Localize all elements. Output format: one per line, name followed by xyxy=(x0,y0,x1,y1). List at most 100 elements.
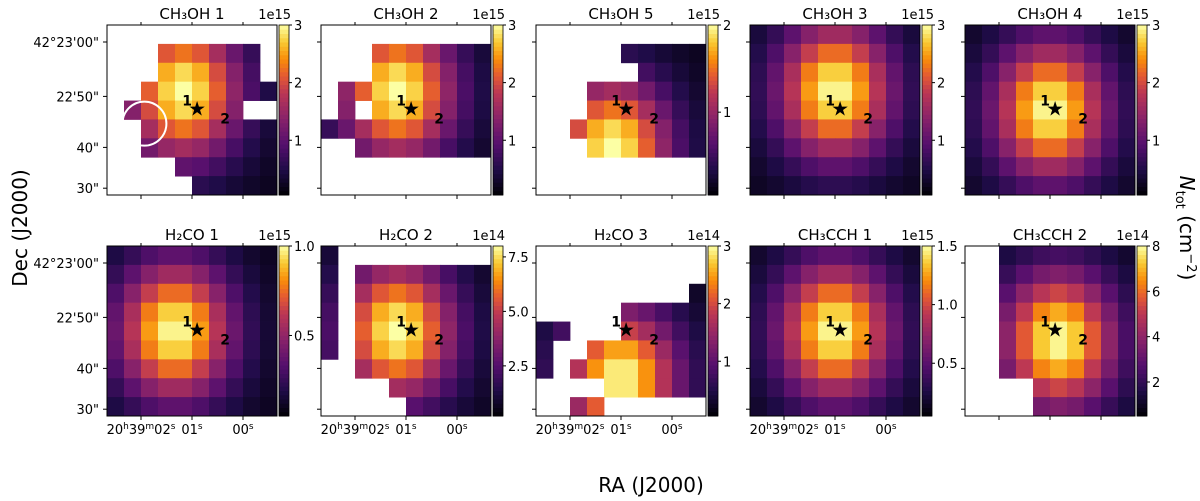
map-pixel xyxy=(903,176,921,196)
map-pixel xyxy=(243,157,261,177)
colorbar-segment xyxy=(922,76,932,81)
colorbar-segment xyxy=(922,292,932,298)
map-pixel xyxy=(835,340,853,360)
map-pixel xyxy=(1067,378,1085,398)
map-pixel xyxy=(124,100,142,120)
map-pixel xyxy=(801,43,819,64)
map-pixel xyxy=(903,138,921,158)
map-pixel xyxy=(1067,138,1085,158)
colorbar-segment xyxy=(708,186,718,192)
y-tick-label: 30" xyxy=(76,182,99,197)
map-pixel xyxy=(621,321,639,341)
colorbar-exponent: 1e15 xyxy=(258,229,291,244)
colorbar-segment xyxy=(1137,54,1147,60)
colorbar-segment xyxy=(279,37,289,43)
map-pixel xyxy=(982,62,1000,83)
map-pixel xyxy=(869,157,887,177)
source-label-1: 1 xyxy=(825,93,835,109)
star-icon: ★ xyxy=(188,96,206,120)
colorbar-segment xyxy=(279,267,289,272)
colorbar-segment xyxy=(708,305,718,311)
map-pixel xyxy=(767,264,785,285)
colorbar-segment xyxy=(493,267,503,272)
star-icon: ★ xyxy=(402,96,420,120)
map-pixel xyxy=(965,119,983,139)
map-pixel xyxy=(835,119,853,139)
map-pixel xyxy=(638,302,656,322)
colorbar-segment xyxy=(1137,190,1147,196)
map-pixel xyxy=(321,264,339,285)
map-pixel xyxy=(406,119,424,139)
map-pixel xyxy=(1118,25,1136,45)
map-pixel xyxy=(903,62,921,83)
map-pixel xyxy=(372,340,390,360)
map-pixel xyxy=(536,340,554,360)
colorbar-segment xyxy=(1137,267,1147,272)
colorbar-segment xyxy=(493,356,503,362)
colorbar-segment xyxy=(1137,250,1147,255)
map-pixel xyxy=(869,119,887,139)
map-pixel xyxy=(175,378,193,398)
colorbar-segment xyxy=(493,373,503,379)
colorbar-segment xyxy=(279,292,289,298)
map-pixel xyxy=(209,62,227,83)
map-pixel xyxy=(457,138,475,158)
map-pixel xyxy=(689,302,707,322)
map-pixel xyxy=(321,321,339,341)
colorbar-segment xyxy=(279,152,289,158)
map-pixel xyxy=(192,119,210,139)
colorbar-segment xyxy=(279,161,289,166)
map-pixel xyxy=(750,359,768,379)
map-pixel xyxy=(1084,119,1102,139)
colorbar-segment xyxy=(922,178,932,183)
colorbar-segment xyxy=(1137,360,1147,366)
colorbar-tick-label: 2 xyxy=(1152,77,1160,92)
map-pixel xyxy=(869,264,887,285)
map-pixel xyxy=(903,321,921,341)
map-pixel xyxy=(784,62,802,83)
colorbar-segment xyxy=(279,250,289,255)
map-pixel xyxy=(835,302,853,322)
colorbar-segment xyxy=(493,403,503,408)
map-pixel xyxy=(423,359,441,379)
colorbar-segment xyxy=(279,105,289,111)
map-pixel xyxy=(243,283,261,304)
colorbar-segment xyxy=(493,314,503,319)
map-pixel xyxy=(869,397,887,417)
colorbar-segment xyxy=(708,101,718,107)
map-pixel xyxy=(355,359,373,379)
map-pixel xyxy=(750,378,768,398)
map-pixel xyxy=(175,397,193,417)
colorbar-segment xyxy=(922,190,932,196)
colorbar-segment xyxy=(493,369,503,374)
colorbar-segment xyxy=(708,156,718,162)
map-pixel xyxy=(1067,340,1085,360)
map-pixel xyxy=(226,321,244,341)
map-pixel xyxy=(158,378,176,398)
map-pixel xyxy=(689,138,707,158)
map-pixel xyxy=(886,119,904,139)
map-pixel xyxy=(260,176,278,196)
colorbar-exponent: 1e15 xyxy=(901,229,934,244)
map-pixel xyxy=(1084,81,1102,101)
map-pixel xyxy=(457,321,475,341)
source-label-1: 1 xyxy=(1040,93,1050,109)
map-pixel xyxy=(801,157,819,177)
map-pixel xyxy=(440,138,458,158)
map-pixel xyxy=(226,283,244,304)
map-pixel xyxy=(672,302,690,322)
map-pixel xyxy=(869,378,887,398)
map-pixel xyxy=(158,321,176,341)
map-pixel xyxy=(243,138,261,158)
source-label-1: 1 xyxy=(182,314,192,330)
map-pixel xyxy=(226,100,244,120)
map-pixel xyxy=(243,397,261,417)
colorbar-segment xyxy=(1137,182,1147,187)
colorbar-segment xyxy=(922,67,932,73)
map-pixel xyxy=(852,100,870,120)
map-pixel xyxy=(440,302,458,322)
map-pixel xyxy=(209,138,227,158)
map-pixel xyxy=(209,283,227,304)
map-pixel xyxy=(423,378,441,398)
